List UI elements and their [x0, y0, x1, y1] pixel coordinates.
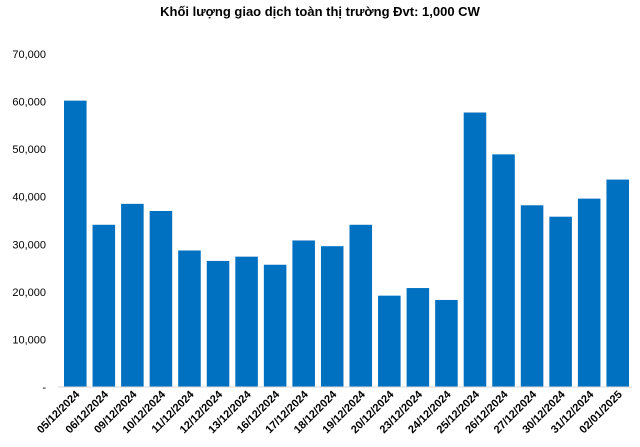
bar	[406, 288, 430, 387]
bar	[149, 210, 173, 387]
bar	[292, 240, 315, 387]
y-tick-label: 50,000	[12, 144, 46, 156]
bar	[378, 295, 401, 387]
bar	[235, 256, 258, 387]
bar	[349, 224, 373, 387]
bar	[577, 198, 601, 387]
bar	[320, 246, 344, 387]
chart-title: Khối lượng giao dịch toàn thị trường Đvt…	[160, 4, 480, 19]
y-tick-label: 60,000	[12, 97, 46, 109]
bar	[520, 205, 544, 387]
y-tick-label: 40,000	[12, 192, 46, 204]
bar	[263, 264, 287, 387]
bar	[206, 260, 230, 387]
y-tick-label: 70,000	[12, 49, 46, 61]
bar	[435, 299, 458, 387]
x-axis-labels: 05/12/202406/12/202409/12/202410/12/2024…	[35, 388, 625, 436]
y-tick-label: 30,000	[12, 239, 46, 251]
bars	[64, 100, 629, 388]
y-axis-ticks: - 10,000 20,000 30,000 40,000 50,000 60,000 70,…	[12, 49, 46, 394]
bar	[463, 112, 487, 387]
y-tick-label: 10,000	[12, 334, 46, 346]
bar	[121, 203, 144, 387]
bar	[549, 216, 572, 387]
y-tick-label: -	[42, 382, 46, 394]
bar	[64, 100, 87, 388]
bar	[178, 250, 201, 387]
bar	[492, 154, 515, 387]
y-tick-label: 20,000	[12, 287, 46, 299]
bar	[92, 224, 116, 387]
bar	[606, 179, 629, 387]
